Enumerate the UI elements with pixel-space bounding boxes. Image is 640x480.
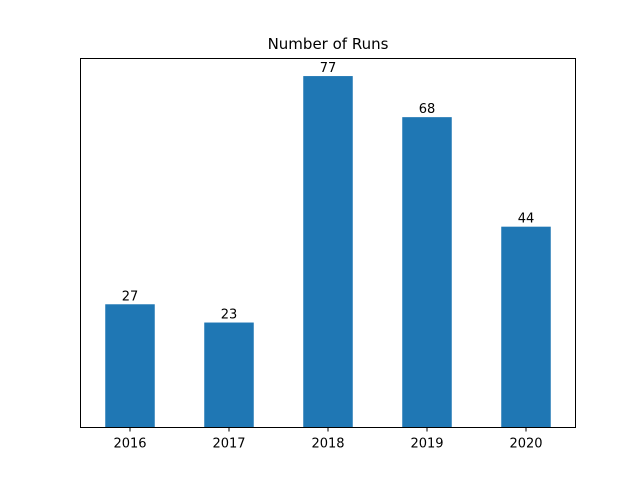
value-labels-layer: 27 23 77 68 44 bbox=[122, 61, 535, 322]
x-tick-label-2017: 2017 bbox=[212, 437, 245, 452]
data-label-2019: 68 bbox=[419, 102, 436, 117]
x-tick-label-2018: 2018 bbox=[311, 437, 344, 452]
x-axis-ticks: 2016 2017 2018 2019 2020 bbox=[113, 427, 543, 452]
bar-2020 bbox=[501, 226, 551, 428]
data-label-2018: 77 bbox=[320, 61, 337, 76]
chart-title: Number of Runs bbox=[268, 35, 389, 53]
bars-layer bbox=[105, 76, 551, 428]
bar-2017 bbox=[204, 322, 254, 428]
data-label-2020: 44 bbox=[518, 212, 535, 227]
x-tick-label-2019: 2019 bbox=[410, 437, 443, 452]
data-label-2016: 27 bbox=[122, 289, 139, 304]
bar-2018 bbox=[303, 76, 353, 428]
bar-2016 bbox=[105, 304, 155, 428]
plot-area-frame bbox=[80, 58, 576, 428]
x-tick-label-2020: 2020 bbox=[509, 437, 542, 452]
data-label-2017: 23 bbox=[221, 308, 238, 323]
bar-2019 bbox=[402, 117, 452, 428]
x-tick-label-2016: 2016 bbox=[113, 437, 146, 452]
